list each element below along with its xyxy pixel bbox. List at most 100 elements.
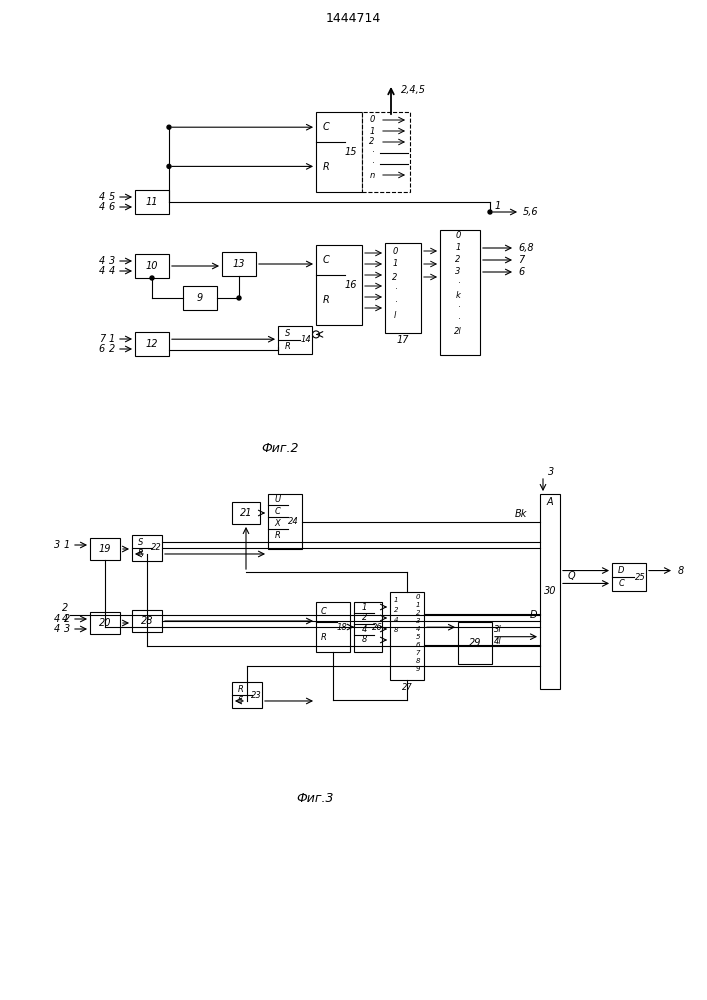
Text: 6: 6 [109, 202, 115, 212]
Text: R: R [137, 549, 144, 558]
Text: 3: 3 [64, 624, 70, 634]
Text: 2: 2 [64, 614, 70, 624]
Bar [385, 243, 421, 333]
Text: Bk: Bk [515, 509, 527, 519]
Text: ·: · [457, 316, 460, 324]
Text: Фиг.2: Фиг.2 [262, 442, 299, 454]
Text: 26: 26 [372, 622, 382, 632]
Text: 20: 20 [99, 618, 111, 628]
Text: 1: 1 [416, 602, 420, 608]
Text: R: R [322, 162, 329, 172]
Bar [458, 622, 492, 664]
Text: 3: 3 [54, 540, 60, 550]
Bar [268, 494, 302, 549]
Text: ·: · [370, 148, 373, 157]
Text: R: R [322, 295, 329, 305]
Text: 1: 1 [109, 334, 115, 344]
Text: C: C [322, 255, 329, 265]
Text: 4: 4 [62, 614, 68, 624]
Text: 2: 2 [392, 272, 397, 282]
Text: 3: 3 [548, 467, 554, 477]
Text: 19: 19 [99, 544, 111, 554]
Text: C: C [322, 122, 329, 132]
Text: ·: · [457, 304, 460, 312]
Text: Q: Q [568, 571, 575, 581]
Text: 5,6: 5,6 [523, 207, 539, 217]
Text: 4: 4 [54, 614, 60, 624]
Text: 3l: 3l [494, 625, 502, 634]
Circle shape [312, 331, 320, 338]
Circle shape [237, 296, 241, 300]
Text: 0: 0 [416, 594, 420, 600]
Text: 27: 27 [402, 682, 412, 692]
Text: 5: 5 [416, 634, 420, 640]
Text: 29: 29 [469, 638, 481, 648]
Text: 18: 18 [336, 622, 347, 632]
Text: 1444714: 1444714 [325, 11, 380, 24]
Text: 8: 8 [394, 627, 398, 633]
Text: 4: 4 [99, 256, 105, 266]
Text: 4: 4 [362, 624, 368, 634]
Bar [540, 494, 560, 689]
Text: 7: 7 [416, 650, 420, 656]
Text: 21: 21 [240, 508, 252, 518]
Text: C: C [619, 579, 624, 588]
Text: 1: 1 [369, 126, 375, 135]
Text: ·: · [370, 159, 373, 168]
Text: 4: 4 [416, 626, 420, 632]
Text: 7: 7 [518, 255, 525, 265]
Bar [362, 112, 410, 192]
Bar [232, 682, 262, 708]
Text: R: R [238, 685, 243, 694]
Text: 6: 6 [99, 344, 105, 354]
Text: 1: 1 [392, 259, 397, 268]
Text: 4l: 4l [494, 637, 502, 646]
Text: 1: 1 [394, 597, 398, 603]
Text: A: A [547, 497, 554, 507]
Bar [132, 535, 162, 561]
Text: U: U [274, 494, 281, 504]
Text: S: S [285, 329, 290, 338]
Text: ·: · [394, 298, 397, 308]
Text: 2l: 2l [454, 328, 462, 336]
Text: 23: 23 [251, 690, 262, 700]
Text: 16: 16 [344, 280, 357, 290]
Bar [90, 612, 120, 634]
Circle shape [167, 164, 171, 168]
Bar [90, 538, 120, 560]
Text: 2: 2 [369, 137, 375, 146]
Bar [316, 245, 362, 325]
Text: 1: 1 [64, 540, 70, 550]
Text: 0: 0 [455, 232, 461, 240]
Text: R: R [274, 530, 281, 540]
Text: 25: 25 [634, 572, 645, 582]
Text: 2: 2 [394, 607, 398, 613]
Text: l: l [394, 312, 396, 320]
Text: 0: 0 [369, 115, 375, 124]
Text: 4: 4 [99, 192, 105, 202]
Text: 1: 1 [495, 201, 501, 211]
Text: 2: 2 [62, 603, 68, 613]
Bar [135, 332, 169, 356]
Text: 4: 4 [99, 266, 105, 276]
Text: 12: 12 [146, 339, 158, 349]
Text: R: R [320, 633, 327, 642]
Text: 4: 4 [109, 266, 115, 276]
Text: 4: 4 [54, 624, 60, 634]
Text: 10: 10 [146, 261, 158, 271]
Text: 22: 22 [151, 544, 162, 552]
Text: D: D [618, 566, 625, 575]
Text: 3: 3 [416, 618, 420, 624]
Text: 24: 24 [288, 517, 299, 526]
Text: 8: 8 [678, 566, 684, 576]
Text: 15: 15 [344, 147, 357, 157]
Bar [612, 563, 646, 591]
Text: 28: 28 [141, 616, 153, 626]
Bar [232, 502, 260, 524]
Text: ·: · [457, 279, 460, 288]
Circle shape [488, 210, 492, 214]
Bar [132, 610, 162, 632]
Bar [278, 326, 312, 354]
Bar [135, 254, 169, 278]
Text: D: D [530, 610, 537, 620]
